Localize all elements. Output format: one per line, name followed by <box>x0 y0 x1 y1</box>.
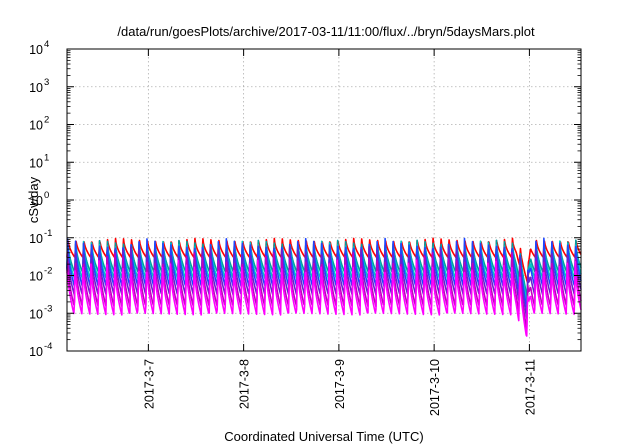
x-tick-label: 2017-3-11 <box>523 359 537 415</box>
y-tick-label: 10 <box>29 81 43 95</box>
x-tick-label: 2017-3-10 <box>428 359 442 416</box>
series-line <box>66 259 582 337</box>
y-tick-exponent: 4 <box>44 39 49 50</box>
chart-title: /data/run/goesPlots/archive/2017-03-11/1… <box>117 24 535 39</box>
y-tick-label: 10 <box>29 43 43 57</box>
y-tick-label: 10 <box>29 119 43 133</box>
y-tick-exponent: -2 <box>44 266 52 277</box>
series-lines <box>66 237 582 337</box>
y-tick-exponent: 1 <box>44 152 49 163</box>
y-tick-exponent: 3 <box>44 77 49 88</box>
x-tick-label: 2017-3-9 <box>333 359 347 409</box>
y-tick-label: 10 <box>29 307 43 321</box>
y-tick-exponent: 0 <box>44 190 49 201</box>
y-tick-label: 10 <box>29 345 43 359</box>
x-axis-label: Coordinated Universal Time (UTC) <box>224 429 423 444</box>
y-tick-label: 10 <box>29 270 43 284</box>
x-tick-label: 2017-3-8 <box>238 359 252 409</box>
y-tick-label: 10 <box>29 156 43 170</box>
y-tick-exponent: -1 <box>44 228 52 239</box>
y-axis-label: cSv/day <box>26 176 41 223</box>
x-tick-label: 2017-3-7 <box>142 359 156 409</box>
y-tick-exponent: -3 <box>44 303 52 314</box>
y-tick-exponent: -4 <box>44 341 52 352</box>
y-tick-label: 10 <box>29 194 43 208</box>
y-tick-label: 10 <box>29 232 43 246</box>
y-tick-exponent: 2 <box>44 115 49 126</box>
